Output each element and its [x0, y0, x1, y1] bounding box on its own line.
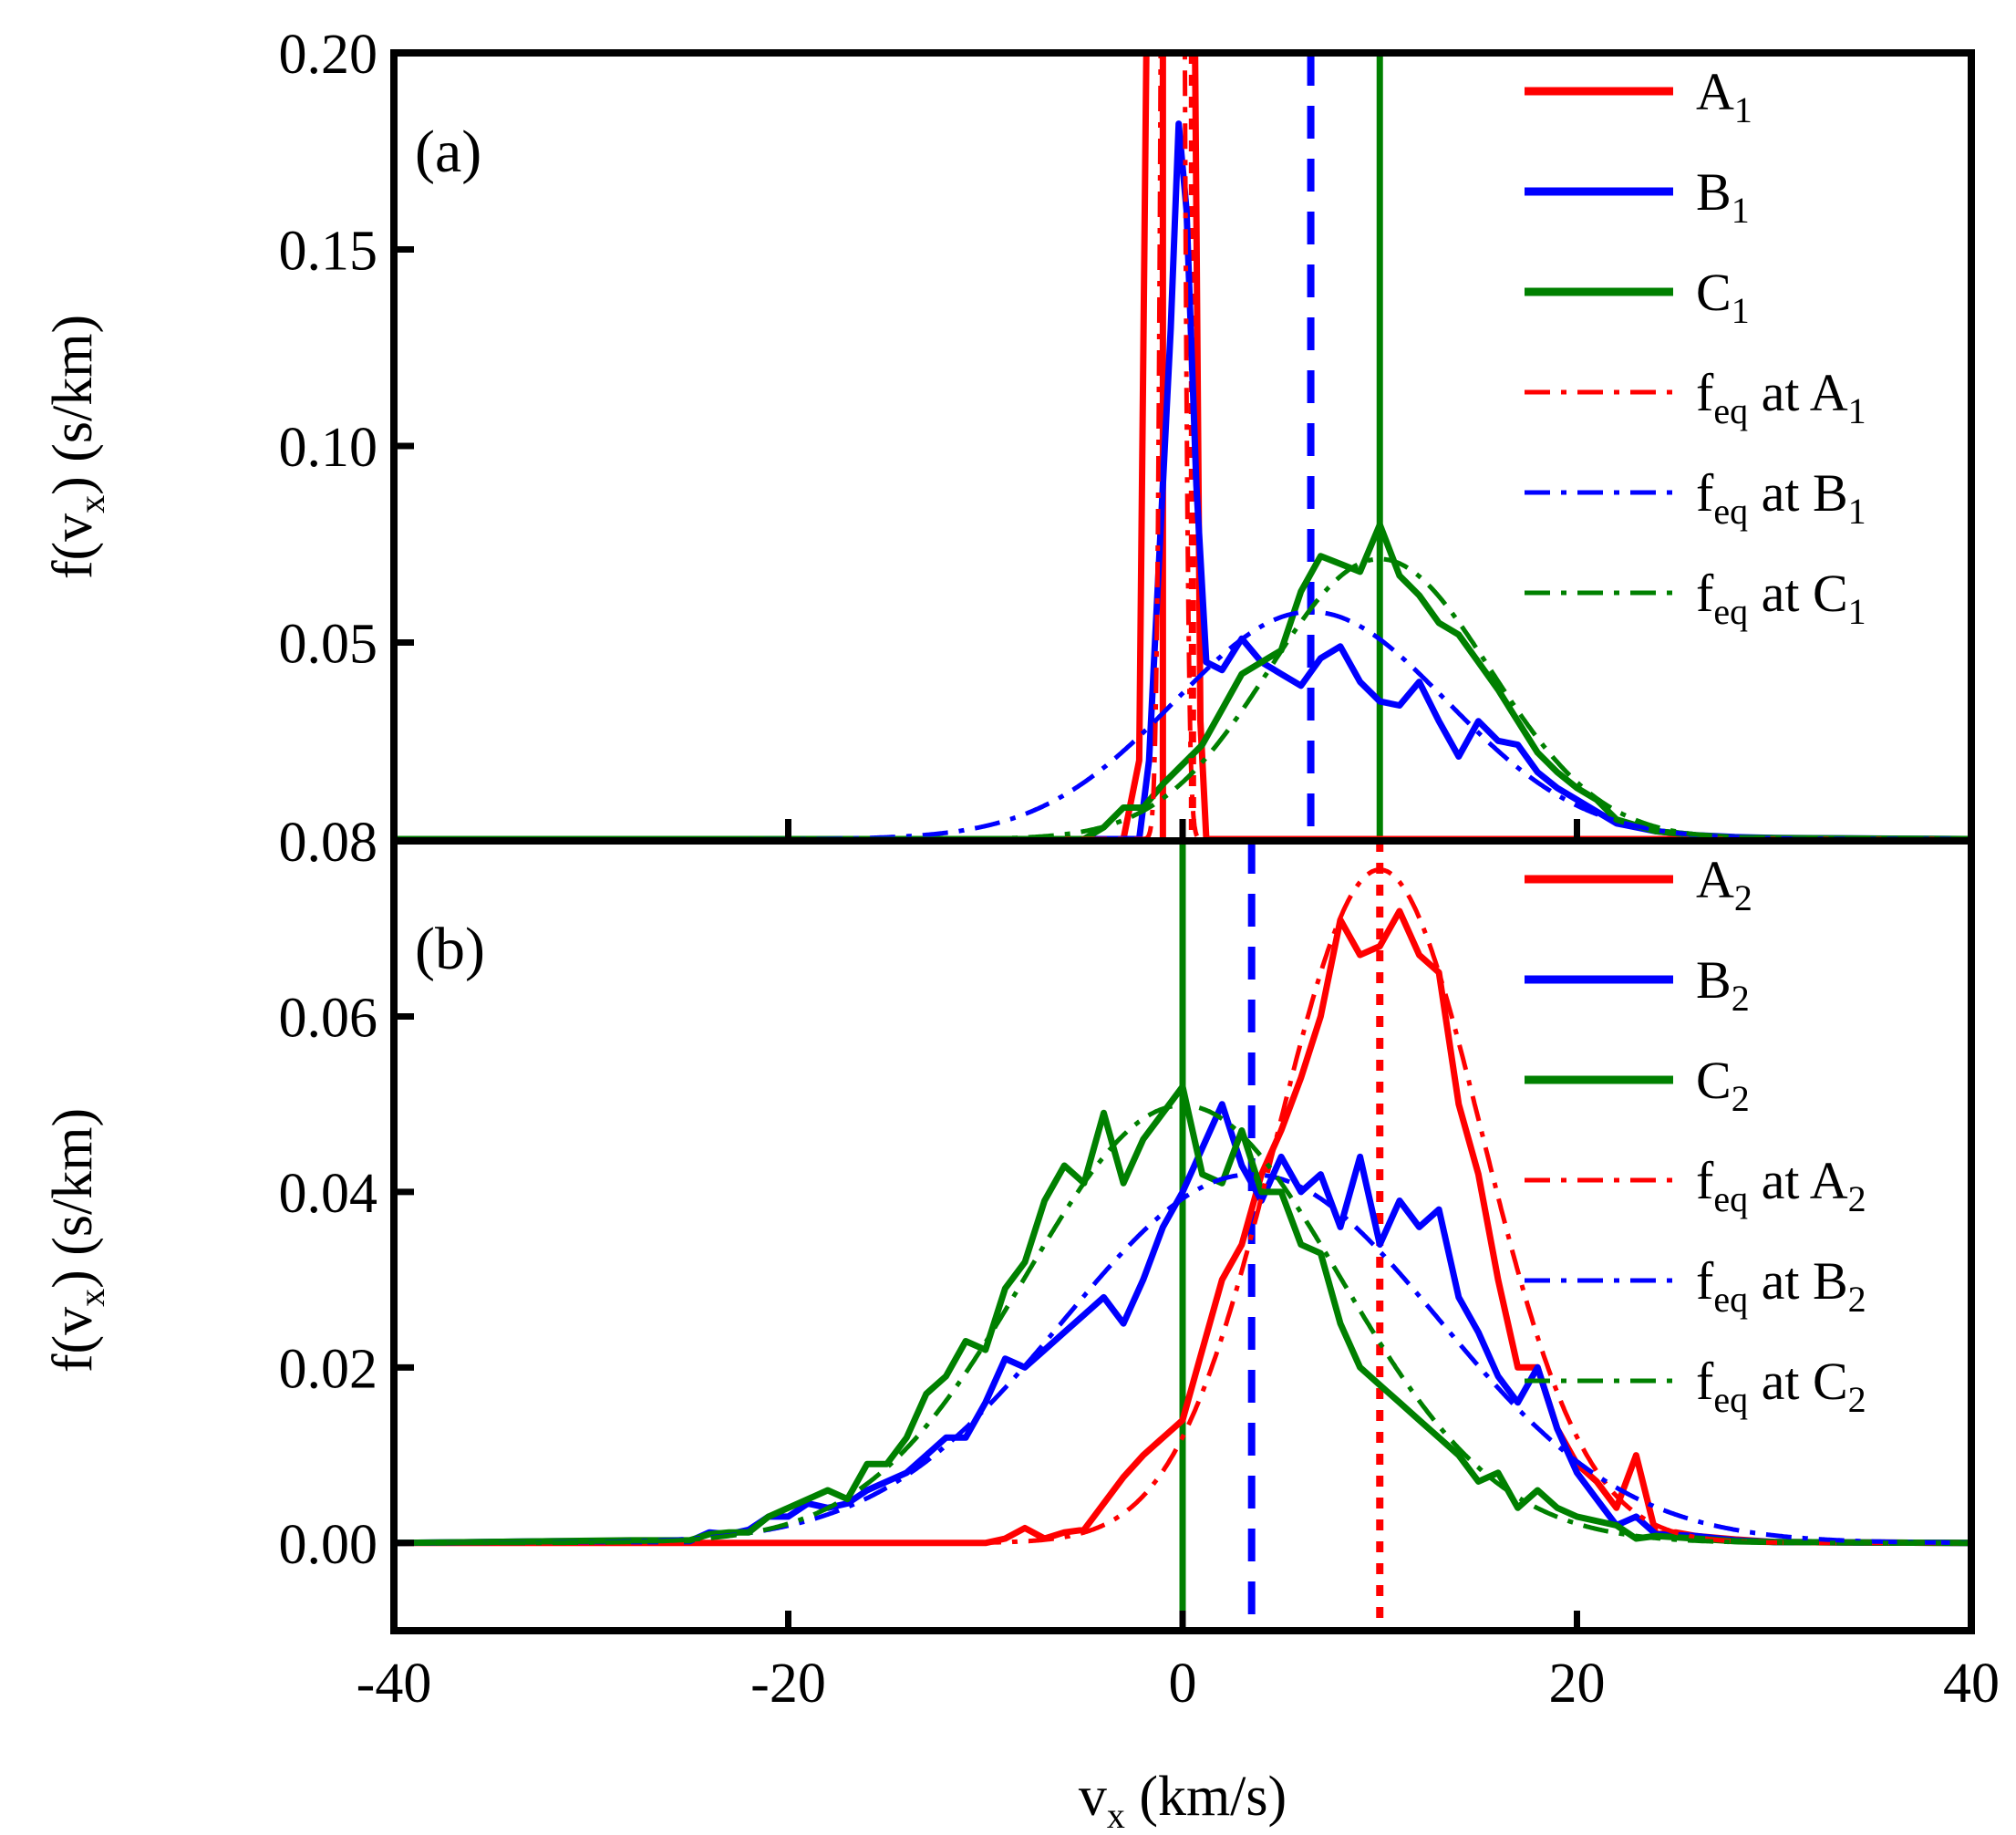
panel-b: 0.00 0.02 0.04 0.06 0.08 (b) f(vx) (s/km) A2…: [42, 812, 1975, 1634]
panel-a-x-ticks: [785, 819, 1580, 839]
panel-a-y-label-unit: ) (s/km): [42, 315, 104, 495]
panel-b-y-axis-label: f(vx) (s/km): [42, 1108, 112, 1373]
panel-b-legend-label-feq-a2: feq at A2: [1696, 1151, 1866, 1219]
x-axis-label-sub: x: [1107, 1795, 1125, 1835]
x-tick-label-1: -20: [750, 1653, 826, 1715]
panel-b-x-ticks: [785, 1611, 1580, 1631]
panel-b-label: (b): [415, 916, 485, 982]
x-tick-label-2: 0: [1169, 1653, 1197, 1715]
panel-b-y-tick-label-1: 0.02: [279, 1338, 378, 1400]
panel-b-series-feq-b2: [394, 1172, 1971, 1546]
x-axis-label-main: v: [1079, 1766, 1107, 1828]
panel-a-legend: A1 B1 C1 feq at A1 feq at B1 feq at C1: [1525, 62, 1866, 632]
x-axis-label: vx (km/s): [1079, 1766, 1287, 1835]
panel-a-series-b1: [394, 120, 1971, 839]
panel-b-y-tick-label-3: 0.06: [279, 987, 378, 1049]
panel-a-series-feq-c1: [394, 556, 1971, 839]
panel-a-label: (a): [415, 119, 481, 185]
panel-b-y-tick-label-4: 0.08: [279, 812, 378, 874]
panel-a-y-axis-label: f(vx) (s/km): [42, 315, 112, 579]
panel-b-legend-label-a2: A2: [1696, 850, 1752, 918]
panel-a-y-tick-label-0: 0.05: [279, 614, 378, 676]
panel-b-series-c2: [394, 1083, 1971, 1547]
x-tick-label-3: 20: [1549, 1653, 1606, 1715]
x-axis-label-unit: (km/s): [1125, 1766, 1287, 1828]
panel-a-y-tick-label-2: 0.15: [279, 221, 378, 283]
x-axis-tick-labels: -40 -20 0 20 40: [357, 1653, 2000, 1715]
panel-b-legend-label-feq-b2: feq at B2: [1696, 1251, 1866, 1320]
panel-a: 0.05 0.10 0.15 0.20 (a) f(vx) (s/km) A1 B1 C1…: [42, 24, 1975, 845]
panel-a-legend-label-feq-b1: feq at B1: [1696, 463, 1866, 532]
panel-a-y-label-sub: x: [71, 495, 112, 513]
panel-b-y-label-unit: ) (s/km): [42, 1108, 104, 1289]
panel-a-y-label-main: f(v: [42, 513, 104, 579]
x-tick-label-0: -40: [357, 1653, 432, 1715]
panel-b-y-tick-label-0: 0.00: [279, 1514, 378, 1576]
panel-a-series-feq-b1: [394, 609, 1971, 839]
x-tick-label-4: 40: [1943, 1653, 2000, 1715]
panel-b-y-label-sub: x: [71, 1289, 112, 1307]
panel-b-series-layer: [394, 843, 1971, 1631]
panel-b-legend-label-feq-c2: feq at C2: [1696, 1352, 1866, 1420]
panel-a-legend-label-a1: A1: [1696, 62, 1752, 130]
panel-a-legend-label-feq-c1: feq at C1: [1696, 564, 1866, 632]
panel-b-legend-label-b2: B2: [1696, 950, 1750, 1019]
panel-b-y-label-main: f(v: [42, 1307, 104, 1373]
panel-a-legend-label-c1: C1: [1696, 263, 1750, 331]
panel-b-y-ticks: 0.00 0.02 0.04 0.06 0.08: [279, 812, 414, 1576]
panel-b-series-b2: [394, 1101, 1971, 1547]
panel-b-y-tick-label-2: 0.04: [279, 1163, 378, 1225]
panel-a-legend-label-feq-a1: feq at A1: [1696, 363, 1866, 431]
panel-a-y-tick-label-3: 0.20: [279, 24, 378, 86]
panel-b-series-feq-c2: [394, 1103, 1971, 1546]
panel-a-series-a1: [394, 53, 1971, 839]
panel-a-y-tick-label-1: 0.10: [279, 417, 378, 479]
panel-a-y-ticks: 0.05 0.10 0.15 0.20: [279, 24, 414, 676]
panel-b-legend: A2 B2 C2 feq at A2 feq at B2 feq at C2: [1525, 850, 1866, 1420]
panel-b-legend-label-c2: C2: [1696, 1051, 1750, 1119]
panel-a-legend-label-b1: B1: [1696, 162, 1750, 231]
panel-a-series-layer: [394, 53, 1971, 839]
